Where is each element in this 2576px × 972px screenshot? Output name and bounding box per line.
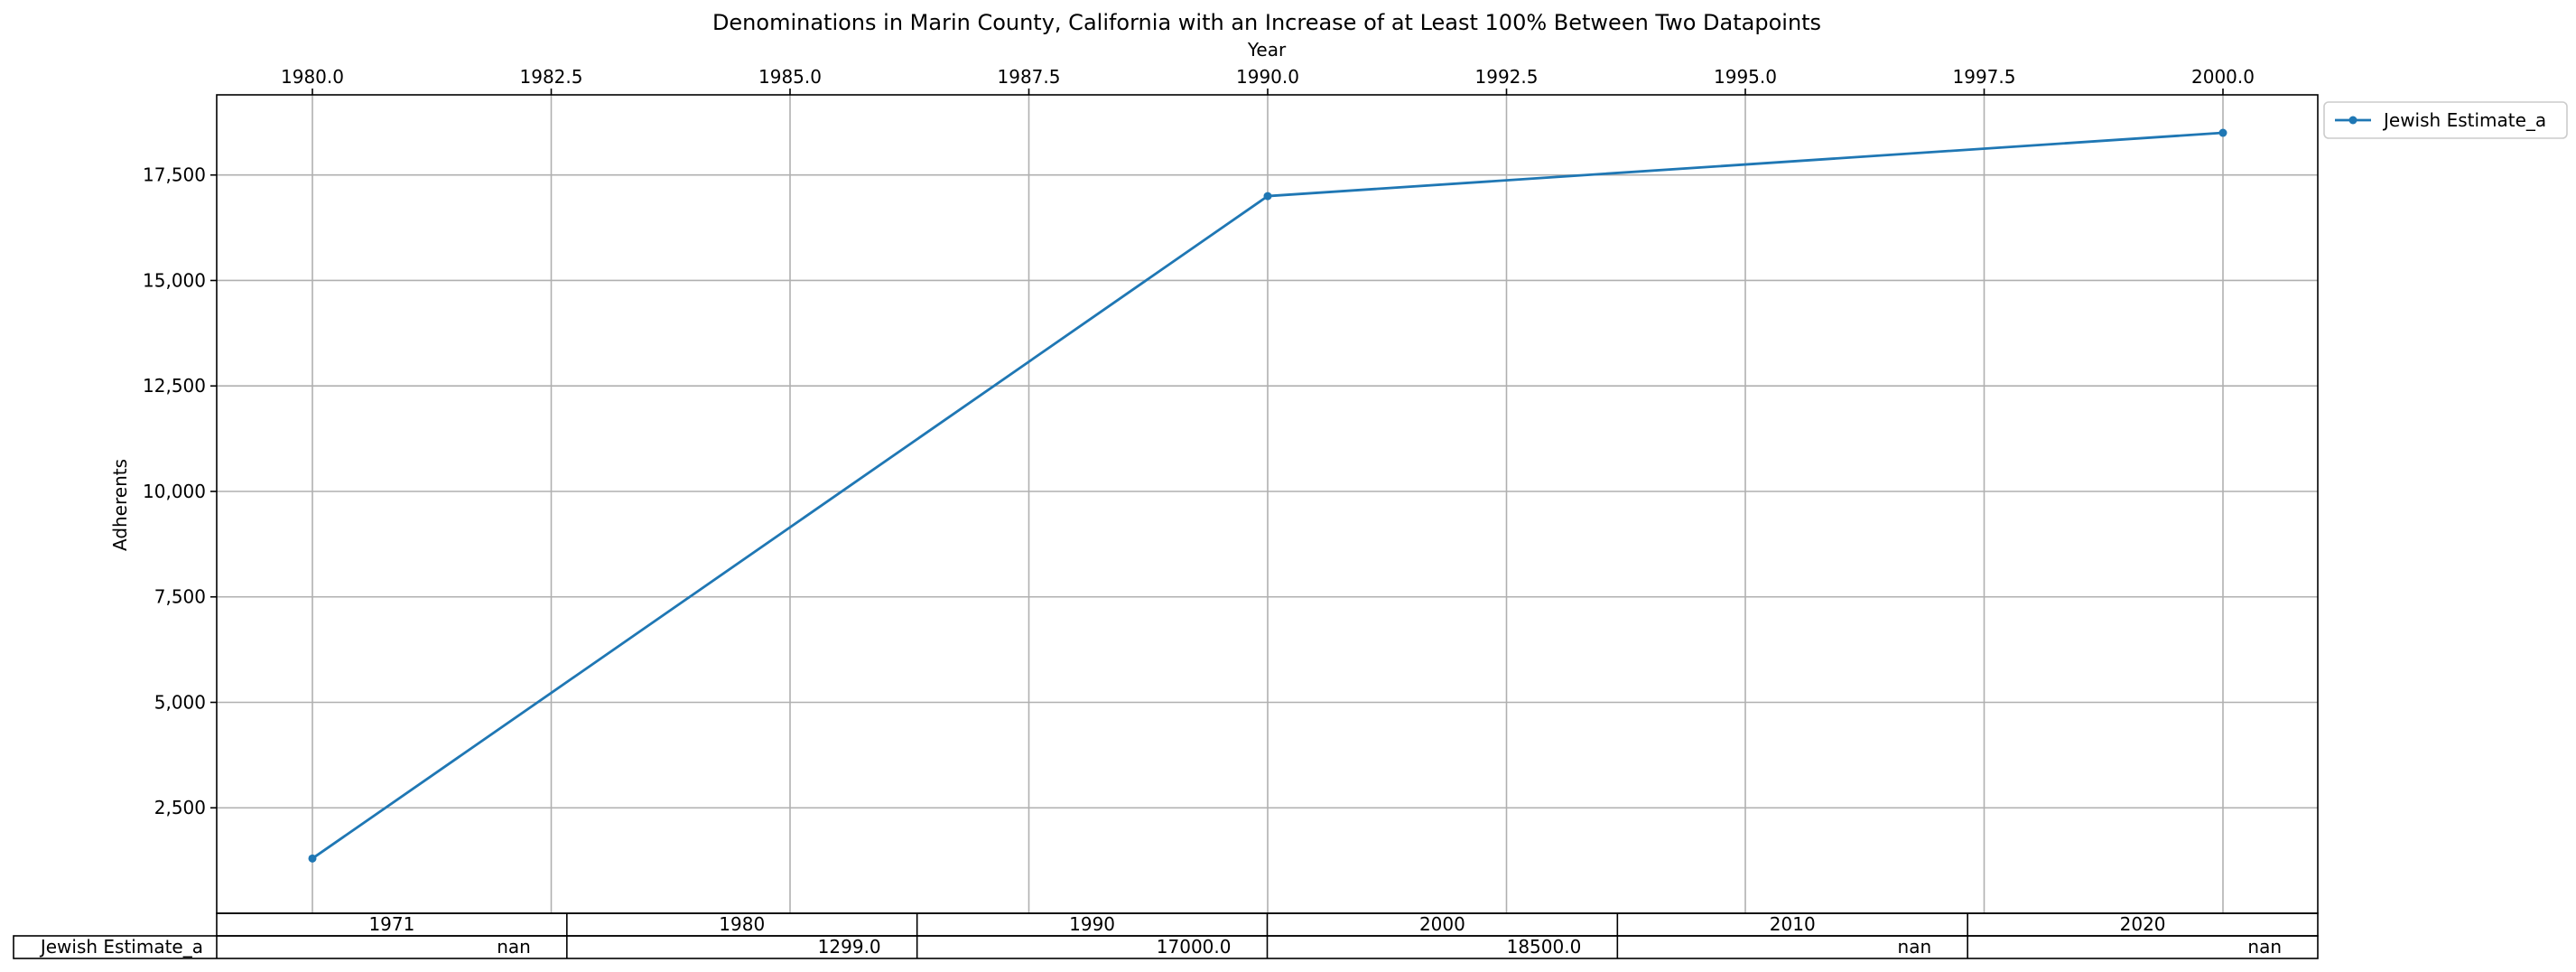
y-tick-label: 7,500 <box>154 586 206 608</box>
table-column-header: 1980 <box>719 913 765 935</box>
x-tick-label: 1990.0 <box>1236 66 1299 88</box>
series-layer <box>308 128 2227 863</box>
data-point <box>1263 192 1272 201</box>
table-cell: nan <box>497 936 531 958</box>
x-tick-label: 1992.5 <box>1475 66 1539 88</box>
data-point <box>2218 128 2227 137</box>
table-cell: 18500.0 <box>1507 936 1582 958</box>
table-cell: nan <box>1898 936 1932 958</box>
table-column-header: 2010 <box>1770 913 1816 935</box>
legend-marker <box>2348 116 2357 125</box>
legend-label: Jewish Estimate_a <box>2382 109 2546 131</box>
y-tick-label: 5,000 <box>154 691 206 713</box>
y-tick-label: 12,500 <box>143 375 206 397</box>
x-tick-label: 1987.5 <box>998 66 1061 88</box>
table-row <box>13 935 2319 959</box>
table-cell: 17000.0 <box>1157 936 1232 958</box>
table-column-header: 2000 <box>1419 913 1465 935</box>
y-tick-label: 15,000 <box>143 269 206 291</box>
x-axis-label: Year <box>1247 39 1287 61</box>
table-column-header: 1990 <box>1069 913 1115 935</box>
table-column-header: 1971 <box>368 913 414 935</box>
x-tick-label: 1980.0 <box>281 66 344 88</box>
x-tick-label: 1982.5 <box>520 66 583 88</box>
x-tick-label: 2000.0 <box>2191 66 2255 88</box>
x-tick-label: 1985.0 <box>758 66 822 88</box>
y-tick-label: 17,500 <box>143 164 206 186</box>
data-point <box>308 854 317 863</box>
axes: 1980.0 1982.5 1985.0 1987.5 1990.0 1992.5 1995… <box>143 66 2319 914</box>
y-tick-label: 2,500 <box>154 797 206 818</box>
table-cell: nan <box>2247 936 2282 958</box>
table-cell: 1299.0 <box>818 936 881 958</box>
y-tick-label: 10,000 <box>143 481 206 502</box>
table-column-header: 2020 <box>2120 913 2166 935</box>
chart-title: Denominations in Marin County, Californi… <box>712 10 1821 35</box>
legend-box <box>2323 101 2568 139</box>
table-row-label: Jewish Estimate_a <box>39 936 203 958</box>
x-tick-label: 1997.5 <box>1953 66 2016 88</box>
data-table: 1971 1980 1990 2000 2010 2020 Jewish Estimate_… <box>13 912 2319 959</box>
legend: Jewish Estimate_a <box>2323 101 2568 139</box>
grid <box>217 95 2318 913</box>
y-axis-label: Adherents <box>109 459 131 551</box>
x-tick-label: 1995.0 <box>1714 66 1777 88</box>
